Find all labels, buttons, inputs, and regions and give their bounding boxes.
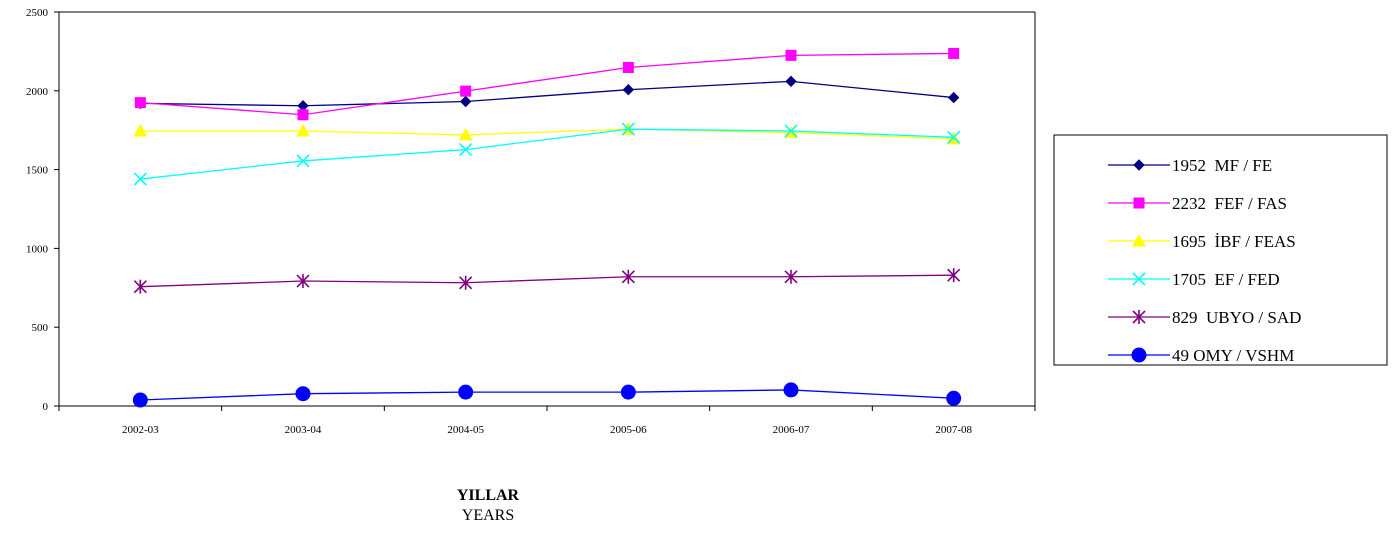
- legend-marker: [1131, 347, 1147, 363]
- legend-item: 1952 MF / FE: [1108, 156, 1272, 175]
- series-line: [140, 80, 954, 107]
- data-point: [622, 61, 634, 73]
- x-tick-label: 2005-06: [610, 424, 647, 436]
- x-tick-label: 2004-05: [447, 424, 484, 436]
- legend-item: 2232 FEF / FAS: [1108, 194, 1287, 213]
- data-point: [297, 109, 309, 121]
- legend-items: 1952 MF / FE 2232 FEF / FAS 1695 İBF / FEA…: [1108, 156, 1301, 365]
- legend-item: 1695 İBF / FEAS: [1108, 232, 1296, 251]
- x-tick-label: 2007-08: [935, 424, 972, 436]
- y-tick-label: 1000: [26, 243, 49, 255]
- y-tick-label: 0: [43, 401, 49, 413]
- data-point: [133, 279, 147, 294]
- legend-marker: [1133, 159, 1145, 171]
- legend-label: 1705 EF / FED: [1172, 270, 1280, 289]
- data-point: [948, 47, 960, 59]
- data-point: [621, 269, 635, 284]
- legend-label: 829 UBYO / SAD: [1172, 308, 1301, 327]
- data-point: [296, 154, 310, 168]
- data-point: [947, 91, 960, 104]
- data-point: [785, 75, 797, 88]
- x-tick-label: 2002-03: [122, 424, 159, 436]
- x-tick-label: 2003-04: [285, 424, 322, 436]
- data-point: [785, 49, 797, 61]
- series-line: [140, 274, 954, 288]
- series-0: [134, 75, 960, 112]
- data-point: [784, 269, 798, 284]
- data-point: [621, 122, 635, 136]
- plot-area: [58, 11, 1036, 407]
- x-axis-title: YILLAR YEARS: [457, 487, 520, 524]
- y-tick-label: 1500: [26, 165, 49, 177]
- series-3: [133, 122, 961, 186]
- series-5: [132, 382, 962, 408]
- data-point: [296, 123, 310, 137]
- series-1: [134, 47, 960, 121]
- series-line: [140, 128, 954, 180]
- series-2: [133, 122, 961, 145]
- series-line: [140, 389, 954, 401]
- data-point: [296, 274, 310, 289]
- legend-item: 829 UBYO / SAD: [1108, 308, 1301, 327]
- data-point: [460, 85, 472, 97]
- legend: 1952 MF / FE 2232 FEF / FAS 1695 İBF / FEA…: [1053, 134, 1388, 366]
- data-point: [133, 123, 148, 137]
- series-layer: [132, 47, 962, 408]
- x-axis-title-tr: YILLAR: [457, 487, 520, 504]
- legend-label: 2232 FEF / FAS: [1172, 194, 1287, 213]
- y-axis-ticks: 0 500 1000 1500 2000 2500: [26, 7, 59, 413]
- data-point: [458, 127, 473, 141]
- data-point: [622, 83, 635, 96]
- data-point: [133, 172, 147, 186]
- data-point: [459, 275, 473, 290]
- legend-label: 49 OMY / VSHM: [1172, 346, 1294, 365]
- data-point: [134, 97, 146, 109]
- legend-label: 1695 İBF / FEAS: [1172, 232, 1296, 251]
- y-tick-label: 2500: [26, 7, 49, 19]
- y-tick-label: 500: [32, 322, 49, 334]
- data-point: [295, 386, 311, 402]
- data-point: [946, 390, 962, 406]
- data-point: [783, 382, 799, 398]
- y-tick-label: 2000: [26, 86, 49, 98]
- x-tick-label: 2006-07: [773, 424, 810, 436]
- legend-item: 49 OMY / VSHM: [1108, 346, 1294, 365]
- x-axis-ticks: 2002-03 2003-04 2004-05 2005-06 2006-07 2007-…: [58, 406, 1036, 436]
- legend-box: [1053, 134, 1388, 366]
- data-point: [459, 95, 472, 108]
- series-4: [133, 268, 961, 294]
- legend-marker: [1132, 233, 1146, 247]
- series-line: [140, 128, 954, 140]
- legend-marker: [1133, 197, 1145, 209]
- series-line: [140, 52, 954, 116]
- data-point: [458, 384, 474, 400]
- x-axis-title-en: YEARS: [462, 507, 514, 524]
- legend-label: 1952 MF / FE: [1172, 156, 1272, 175]
- legend-item: 1705 EF / FED: [1108, 270, 1280, 289]
- legend-marker: [1132, 272, 1146, 286]
- data-point: [947, 268, 961, 283]
- data-point: [459, 143, 473, 157]
- data-point: [784, 124, 798, 138]
- data-point: [620, 384, 636, 400]
- legend-marker: [1132, 310, 1146, 324]
- data-point: [132, 392, 148, 408]
- data-point: [947, 130, 961, 144]
